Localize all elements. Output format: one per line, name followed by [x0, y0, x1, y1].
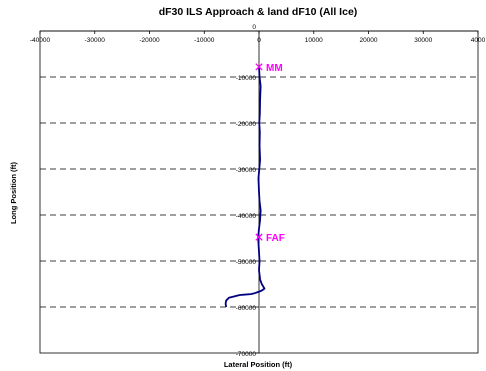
x-tick-label: 0 — [257, 37, 261, 44]
x-tick-label: -10000 — [194, 37, 215, 44]
series-line — [224, 66, 266, 308]
annotation-marker — [255, 233, 263, 241]
y-tick-label: -10000 — [236, 75, 257, 82]
x-tick-label: -40000 — [30, 37, 51, 44]
y-tick-label: -60000 — [236, 305, 257, 312]
y-tick-label: -70000 — [236, 351, 257, 358]
annotation-label: FAF — [266, 233, 285, 244]
y-tick-label: -40000 — [236, 213, 257, 220]
y-tick-label: -20000 — [236, 121, 257, 128]
annotation-label: MM — [266, 63, 283, 74]
x-tick-label: 30000 — [414, 37, 432, 44]
x-tick-label: 10000 — [305, 37, 323, 44]
x-tick-label: 4000 — [471, 37, 486, 44]
x-tick-label: -30000 — [85, 37, 106, 44]
x-axis-label: Lateral Position (ft) — [224, 360, 293, 369]
x-tick-label: 20000 — [359, 37, 377, 44]
y-axis-label: Long Position (ft) — [9, 161, 18, 224]
chart-title: dF30 ILS Approach & land dF10 (All Ice) — [159, 6, 358, 18]
y-tick-label: 0 — [252, 24, 256, 31]
x-tick-label: -20000 — [139, 37, 160, 44]
plot-area: -40000 -30000 -20000 -10000 0 10000 20000 30000… — [30, 24, 486, 358]
y-tick-label: -30000 — [236, 167, 257, 174]
y-tick-label: -50000 — [236, 259, 257, 266]
annotation-marker — [255, 63, 263, 71]
